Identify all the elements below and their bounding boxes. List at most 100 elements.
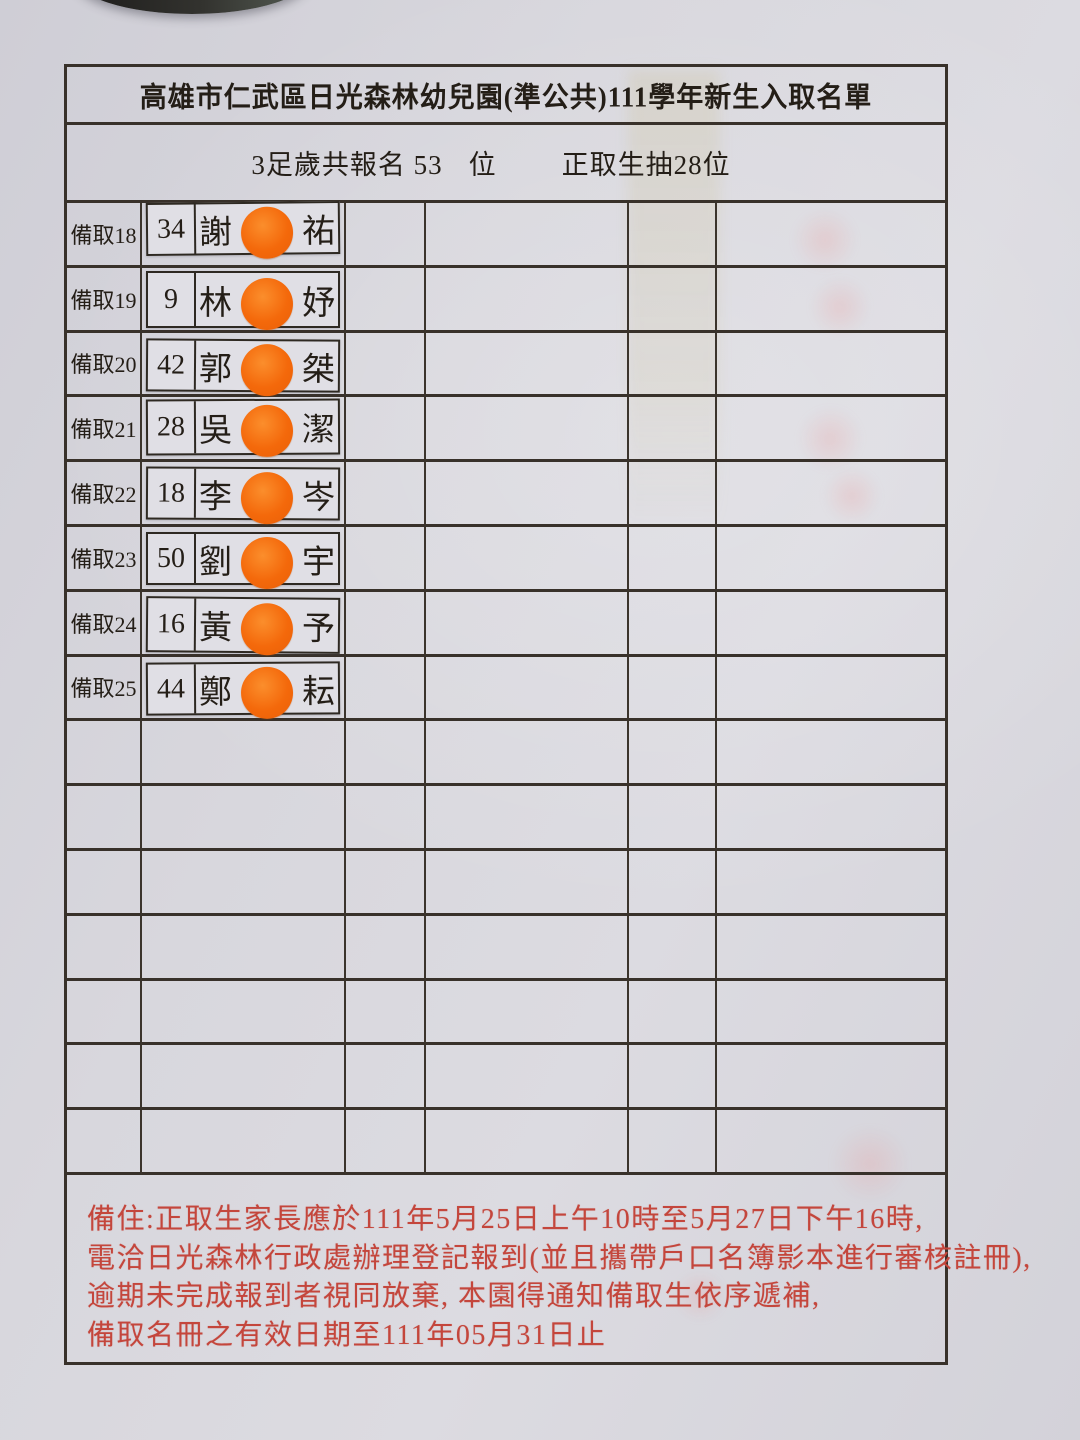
empty-cell [426,1110,629,1175]
empty-cell [67,721,142,787]
empty-cell [142,850,346,916]
footer-notes: 備住:正取生家長應於111年5月25日上午10時至5月27日下午16時, 電洽日… [67,1175,1032,1362]
empty-cell [426,656,629,722]
empty-cell [629,526,717,592]
waitlist-rank-cell: 備取18 [67,203,142,268]
empty-cell [717,916,945,981]
waitlist-rank-label: 備取22 [70,482,137,508]
given-name: 妤 [302,285,335,322]
empty-cell [346,267,426,333]
empty-cell [426,332,629,398]
empty-cell [717,721,945,787]
waitlist-rank-cell: 備取23 [67,526,142,592]
empty-cell [346,721,426,787]
empty-cell [67,980,142,1046]
draw-number: 34 [147,204,197,255]
name-cell: 50 劉 宇 [142,526,346,592]
empty-cell [629,332,717,398]
draw-number: 42 [147,340,197,390]
empty-cell [717,268,945,333]
empty-cell [717,333,945,398]
empty-cell [717,397,945,463]
note-line: 電洽日光森林行政處辦理登記報到(並且攜帶戶口名簿影本進行審核註冊), [87,1242,1032,1274]
draw-number: 16 [147,597,197,651]
empty-cell [346,332,426,398]
empty-cell [346,656,426,722]
surname: 郭 [198,351,233,388]
privacy-sticker-icon [240,206,294,259]
student-name: 李 岑 [196,468,338,524]
admission-roster-sheet: 高雄市仁武區日光森林幼兒園(準公共)111學年新生入取名單 3足歲共報名 53 … [64,64,1032,1365]
empty-cell [346,786,426,851]
empty-cell [426,786,629,851]
student-name: 鄭 耘 [196,663,338,719]
empty-cell [346,1110,426,1175]
count-unit-text: 位 [468,150,496,180]
empty-cell [717,981,945,1046]
empty-cell [717,657,945,722]
empty-cell [142,786,346,851]
empty-cell [717,462,945,527]
draw-number: 44 [147,664,197,714]
empty-cell [717,786,945,851]
given-name: 岑 [301,479,336,516]
waitlist-rank-cell: 備取20 [67,332,142,398]
privacy-sticker-icon [240,471,294,524]
student-name: 謝 祐 [196,203,339,259]
surname: 黃 [198,610,233,647]
surname: 李 [198,478,233,516]
given-name: 祐 [301,213,336,251]
name-cell: 42 郭 桀 [142,332,346,398]
empty-cell [426,1045,629,1111]
empty-cell [67,786,142,851]
waitlist-rank-cell: 備取19 [67,267,142,333]
surname: 劉 [199,544,232,581]
surname: 吳 [198,413,233,450]
given-name: 宇 [302,544,335,581]
name-slip: 50 劉 宇 [146,532,340,589]
name-slip: 42 郭 桀 [145,338,341,396]
student-name: 林 妤 [196,273,338,330]
empty-cell [717,203,945,268]
empty-cell [629,1110,717,1175]
empty-cell [426,462,629,527]
empty-cell [717,1110,945,1175]
empty-cell [629,397,717,463]
registered-count-text: 3足歲共報名 53 [251,150,443,180]
draw-number: 28 [147,401,197,454]
empty-cell [346,591,426,657]
privacy-sticker-icon [240,405,294,458]
note-line: 備取名冊之有效日期至111年05月31日止 [87,1319,607,1351]
note-line: 逾期未完成報到者視同放棄, 本園得通知備取生依序遞補, [87,1281,821,1312]
empty-cell [426,591,629,657]
empty-cell [67,1110,142,1175]
sheet-subtitle-row: 3足歲共報名 53 位 正取生抽28位 [67,125,945,203]
sheet-title-row: 高雄市仁武區日光森林幼兒園(準公共)111學年新生入取名單 [67,67,945,125]
privacy-sticker-icon [241,536,293,589]
name-cell: 34 謝 祐 [142,201,346,268]
given-name: 予 [301,611,336,648]
empty-cell [426,267,629,333]
empty-cell [142,1045,346,1111]
empty-cell [142,915,346,981]
empty-cell [426,721,629,787]
student-name: 黃 予 [196,598,338,656]
draw-number: 18 [147,468,197,518]
empty-cell [629,656,717,722]
empty-cell [426,850,629,916]
dark-object-top-edge [74,0,310,14]
surname: 林 [199,285,232,322]
empty-cell [629,1045,717,1111]
empty-cell [426,980,629,1046]
name-cell: 16 黃 予 [142,591,346,657]
empty-cell [346,462,426,527]
empty-cell [426,397,629,463]
empty-cell [717,851,945,916]
student-name: 郭 桀 [196,341,338,396]
empty-cell [346,203,426,268]
name-cell: 28 吳 潔 [142,397,346,463]
empty-cell [717,1045,945,1111]
empty-cell [426,203,629,268]
waitlist-rank-label: 備取25 [70,676,137,702]
given-name: 潔 [301,412,336,449]
